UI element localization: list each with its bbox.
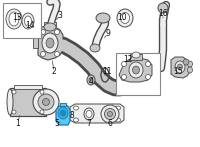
Polygon shape <box>171 57 190 78</box>
Ellipse shape <box>40 30 46 35</box>
Ellipse shape <box>90 44 100 52</box>
Ellipse shape <box>146 75 151 80</box>
Polygon shape <box>33 38 38 48</box>
Text: 15: 15 <box>173 67 183 76</box>
Polygon shape <box>38 26 63 60</box>
Text: 2: 2 <box>52 67 56 76</box>
Text: 7: 7 <box>87 120 91 128</box>
Bar <box>10 88 46 116</box>
Polygon shape <box>56 106 70 125</box>
Ellipse shape <box>178 64 182 70</box>
Ellipse shape <box>42 33 58 53</box>
Ellipse shape <box>9 12 19 26</box>
Text: 11: 11 <box>102 67 112 76</box>
Ellipse shape <box>54 51 60 56</box>
Text: 4: 4 <box>89 77 93 86</box>
Ellipse shape <box>116 106 120 110</box>
Polygon shape <box>60 103 66 106</box>
Text: 14: 14 <box>25 21 35 30</box>
Ellipse shape <box>12 110 16 114</box>
Ellipse shape <box>132 66 140 74</box>
Ellipse shape <box>122 61 127 66</box>
Ellipse shape <box>6 9 22 29</box>
Ellipse shape <box>33 89 59 115</box>
Text: 16: 16 <box>158 10 168 19</box>
Ellipse shape <box>58 107 68 119</box>
Ellipse shape <box>74 118 78 122</box>
Text: 8: 8 <box>70 111 74 120</box>
Ellipse shape <box>38 94 54 110</box>
Ellipse shape <box>116 118 120 122</box>
Bar <box>3 3 41 38</box>
Polygon shape <box>44 22 56 26</box>
Ellipse shape <box>40 110 44 114</box>
Text: 1: 1 <box>16 118 20 127</box>
Ellipse shape <box>129 62 143 78</box>
Polygon shape <box>70 104 124 123</box>
Ellipse shape <box>84 108 94 120</box>
Ellipse shape <box>183 59 189 65</box>
Ellipse shape <box>188 67 192 73</box>
Ellipse shape <box>89 77 93 82</box>
Text: 10: 10 <box>117 12 127 21</box>
Ellipse shape <box>74 106 78 110</box>
Text: 9: 9 <box>106 29 110 37</box>
Ellipse shape <box>117 9 133 27</box>
Ellipse shape <box>188 61 192 67</box>
Bar <box>14 85 42 89</box>
Text: 12: 12 <box>123 56 133 65</box>
Ellipse shape <box>40 51 46 56</box>
Ellipse shape <box>96 13 110 23</box>
Ellipse shape <box>44 23 56 31</box>
Ellipse shape <box>40 90 44 94</box>
Ellipse shape <box>86 111 92 117</box>
Ellipse shape <box>54 30 60 35</box>
Ellipse shape <box>158 3 168 13</box>
Ellipse shape <box>7 89 13 115</box>
Ellipse shape <box>122 75 127 80</box>
Ellipse shape <box>22 13 34 29</box>
Ellipse shape <box>101 105 119 123</box>
Ellipse shape <box>46 38 54 48</box>
Ellipse shape <box>60 110 66 116</box>
Ellipse shape <box>108 112 112 117</box>
Ellipse shape <box>42 98 50 106</box>
Text: 6: 6 <box>108 120 112 128</box>
Ellipse shape <box>175 61 185 73</box>
Ellipse shape <box>12 90 16 94</box>
Ellipse shape <box>120 12 130 24</box>
Text: 13: 13 <box>12 12 22 21</box>
Ellipse shape <box>104 108 116 120</box>
Text: 3: 3 <box>58 10 62 20</box>
Ellipse shape <box>24 16 32 26</box>
Text: 5: 5 <box>55 120 59 128</box>
Ellipse shape <box>146 61 151 66</box>
Bar <box>130 54 142 60</box>
Ellipse shape <box>87 75 95 85</box>
Ellipse shape <box>132 52 140 58</box>
Bar <box>116 53 160 95</box>
Polygon shape <box>119 58 152 82</box>
